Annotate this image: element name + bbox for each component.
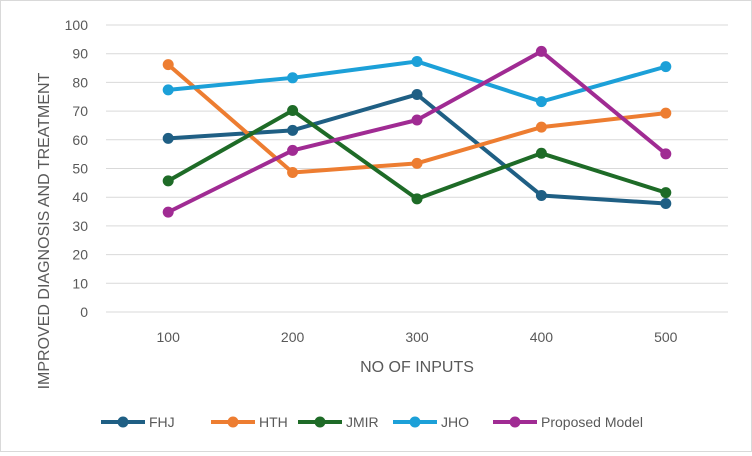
y-tick-label: 40: [72, 189, 88, 205]
legend-item: Proposed Model: [493, 414, 643, 430]
data-point: [162, 132, 174, 144]
series-proposed-model: [162, 45, 672, 218]
y-axis-ticks: 0 10 20 30 40 50 60 70 80 90 100: [65, 17, 89, 320]
y-tick-label: 70: [72, 103, 88, 119]
x-tick-label: 400: [530, 329, 554, 345]
y-tick-label: 0: [80, 304, 88, 320]
data-point: [660, 198, 672, 210]
legend-swatch-marker: [314, 416, 326, 428]
y-tick-label: 60: [72, 132, 88, 148]
legend-label: Proposed Model: [541, 414, 643, 430]
legend-label: FHJ: [149, 414, 175, 430]
data-point: [162, 206, 174, 218]
data-point: [287, 72, 299, 84]
series-jho: [162, 55, 672, 108]
legend-item: JHO: [393, 414, 469, 430]
data-point: [535, 189, 547, 201]
data-point: [287, 167, 299, 179]
legend-label: JHO: [441, 414, 469, 430]
data-point: [287, 144, 299, 156]
data-point: [660, 187, 672, 199]
data-point: [660, 61, 672, 73]
legend-item: FHJ: [101, 414, 175, 430]
x-axis-ticks: 100 200 300 400 500: [157, 329, 678, 345]
data-point: [535, 147, 547, 159]
x-tick-label: 500: [654, 329, 678, 345]
data-point: [287, 124, 299, 136]
data-point: [660, 148, 672, 160]
x-axis-label: NO OF INPUTS: [360, 359, 474, 376]
legend-label: JMIR: [346, 414, 379, 430]
series-fhj: [162, 88, 672, 210]
series-hth: [162, 59, 672, 179]
legend-item: HTH: [211, 414, 288, 430]
y-tick-label: 10: [72, 275, 88, 291]
series-layer: [162, 45, 672, 218]
y-tick-label: 80: [72, 74, 88, 90]
y-tick-label: 90: [72, 46, 88, 62]
legend-swatch-marker: [117, 416, 129, 428]
legend-label: HTH: [259, 414, 288, 430]
data-point: [287, 105, 299, 117]
data-point: [411, 157, 423, 169]
data-point: [535, 96, 547, 108]
series-jmir: [162, 105, 672, 205]
y-tick-label: 50: [72, 161, 88, 177]
x-tick-label: 100: [157, 329, 181, 345]
y-tick-label: 30: [72, 218, 88, 234]
data-point: [162, 84, 174, 96]
x-tick-label: 300: [405, 329, 429, 345]
data-point: [660, 107, 672, 119]
y-tick-label: 20: [72, 247, 88, 263]
data-point: [162, 175, 174, 187]
x-tick-label: 200: [281, 329, 305, 345]
data-point: [411, 193, 423, 205]
y-axis-label: IMPROVED DIAGNOSIS AND TREATMENT: [36, 72, 53, 389]
legend-swatch-marker: [227, 416, 239, 428]
data-point: [535, 45, 547, 57]
legend-swatch-marker: [409, 416, 421, 428]
data-point: [535, 121, 547, 133]
data-point: [411, 114, 423, 126]
legend-item: JMIR: [298, 414, 379, 430]
data-point: [411, 88, 423, 100]
legend-swatch-marker: [509, 416, 521, 428]
legend: FHJ HTH JMIR JHO Proposed Model: [101, 414, 643, 430]
y-tick-label: 100: [65, 17, 89, 33]
data-point: [411, 55, 423, 67]
data-point: [162, 59, 174, 71]
